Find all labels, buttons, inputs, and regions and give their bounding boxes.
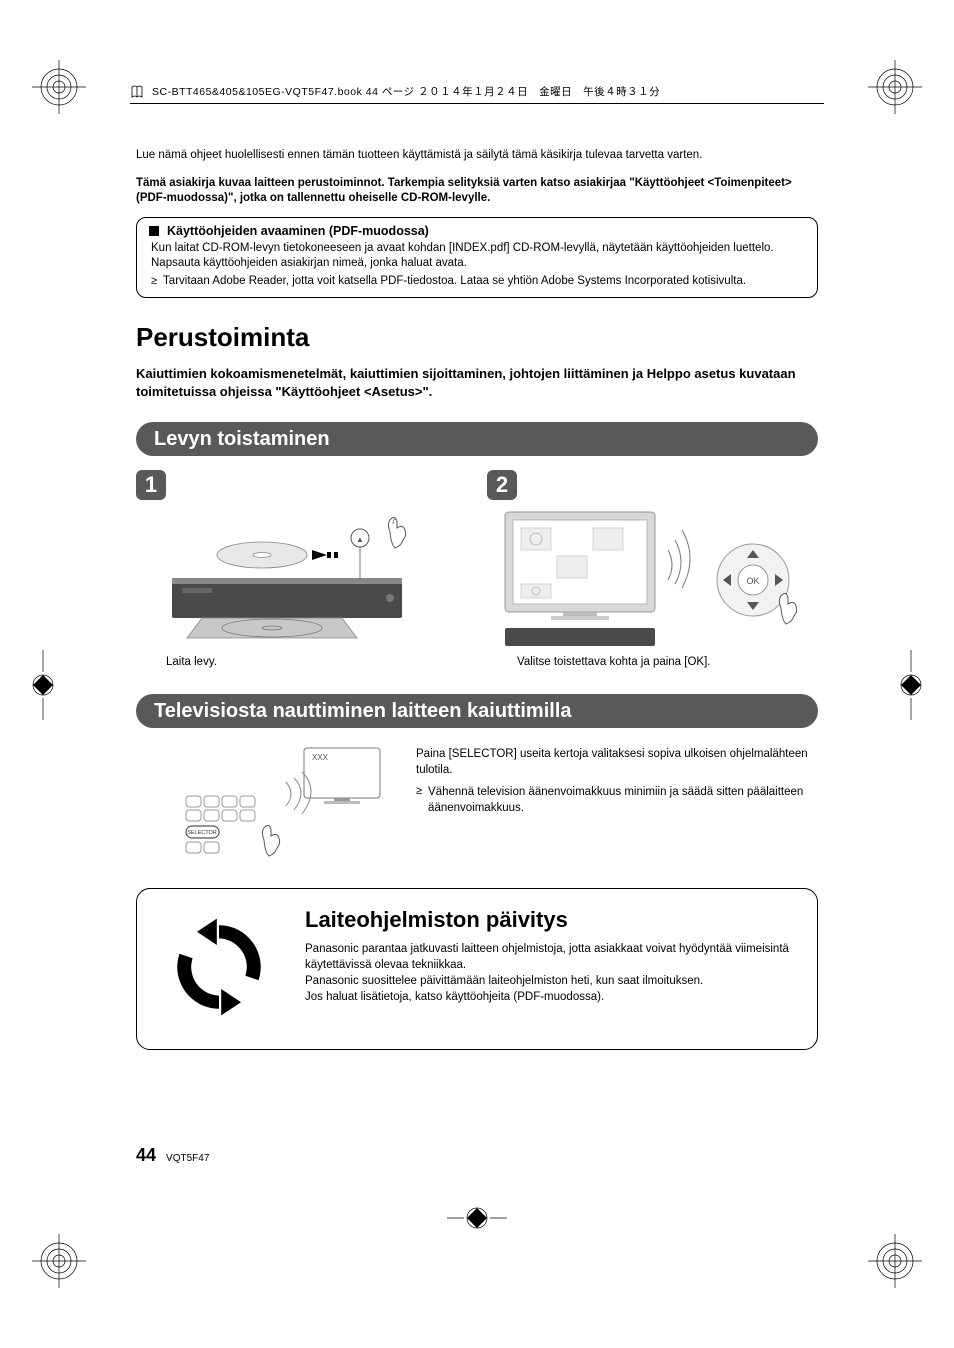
pdf-box-bullet: Tarvitaan Adobe Reader, jotta voit katse… [163, 274, 746, 290]
firmware-p1: Panasonic parantaa jatkuvasti laitteen o… [305, 941, 795, 973]
tv-bullet: Vähennä television äänenvoimakkuus minim… [428, 784, 818, 816]
illustration-insert-disc: ▲ [136, 500, 467, 650]
pdf-instructions-box: Käyttöohjeiden avaaminen (PDF-muodossa) … [136, 217, 818, 299]
svg-text:SELECTOR: SELECTOR [187, 830, 217, 836]
caption-1: Laita levy. [136, 656, 467, 668]
bullet-icon: ≥ [416, 784, 422, 816]
section-bar-disc: Levyn toistaminen [136, 422, 818, 456]
firmware-p3: Jos haluat lisätietoja, katso käyttöohje… [305, 989, 795, 1005]
registration-left [28, 650, 58, 720]
cropmark-tl [32, 60, 86, 114]
illustration-selector: XXX SELECTOR [136, 742, 396, 862]
section-bar-tv: Televisiosta nauttiminen laitteen kaiutt… [136, 694, 818, 728]
svg-text:OK: OK [746, 576, 759, 586]
section-bar-disc-label: Levyn toistaminen [154, 428, 330, 451]
book-header-text: SC-BTT465&405&105EG-VQT5F47.book 44 ページ … [152, 84, 660, 99]
page-footer: 44 VQT5F47 [136, 1145, 209, 1166]
illustration-select-ok: OK [487, 500, 818, 650]
svg-text:XXX: XXX [312, 753, 329, 762]
bullet-icon: ≥ [151, 274, 157, 290]
footer-page-number: 44 [136, 1145, 156, 1166]
firmware-box: Laiteohjelmiston päivitys Panasonic para… [136, 888, 818, 1050]
section-bar-tv-label: Televisiosta nauttiminen laitteen kaiutt… [154, 700, 572, 723]
firmware-title: Laiteohjelmiston päivitys [305, 907, 795, 933]
cropmark-br [868, 1234, 922, 1288]
cropmark-bl [32, 1234, 86, 1288]
svg-text:▲: ▲ [356, 535, 364, 544]
caption-2: Valitse toistettava kohta ja paina [OK]. [487, 656, 818, 668]
registration-right [896, 650, 926, 720]
firmware-p2: Panasonic suosittelee päivittämään laite… [305, 973, 795, 989]
refresh-icon [159, 907, 279, 1027]
lead-text: Kaiuttimien kokoamismenetelmät, kaiuttim… [136, 365, 818, 400]
step-2-badge: 2 [487, 470, 517, 500]
tv-instruction-1: Paina [SELECTOR] useita kertoja valitaks… [416, 746, 818, 778]
step-1-badge: 1 [136, 470, 166, 500]
cropmark-tr [868, 60, 922, 114]
footer-doc-code: VQT5F47 [166, 1153, 209, 1164]
pdf-box-line1: Kun laitat CD-ROM-levyn tietokoneeseen j… [151, 241, 805, 272]
book-header: SC-BTT465&405&105EG-VQT5F47.book 44 ページ … [130, 80, 824, 104]
book-icon [130, 85, 144, 99]
heading-perustoiminta: Perustoiminta [136, 322, 818, 353]
pdf-box-title: Käyttöohjeiden avaaminen (PDF-muodossa) [149, 224, 805, 238]
intro-text-1: Lue nämä ohjeet huolellisesti ennen tämä… [136, 148, 818, 164]
intro-text-2: Tämä asiakirja kuvaa laitteen perustoimi… [136, 176, 818, 207]
registration-bottom [447, 1200, 507, 1248]
